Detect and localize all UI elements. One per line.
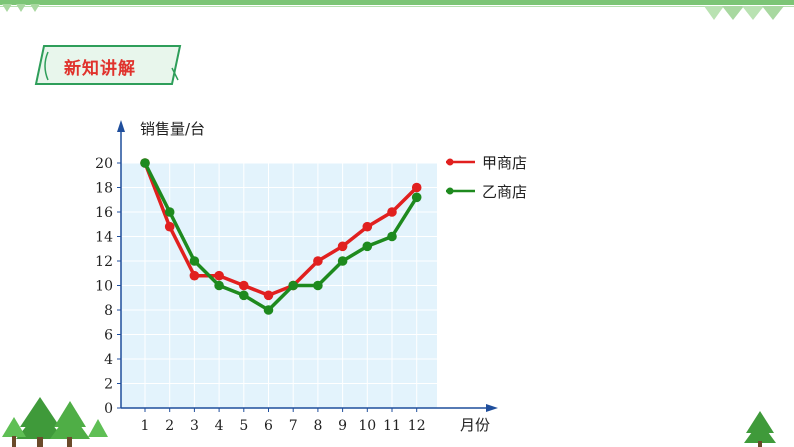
- y-axis-arrow: [117, 120, 125, 132]
- data-point: [140, 158, 150, 168]
- section-tag-label: 新知讲解: [64, 59, 136, 79]
- y-tick-label: 2: [104, 377, 113, 393]
- data-point: [362, 241, 373, 252]
- x-tick-label: 5: [239, 418, 248, 434]
- x-tick-label: 11: [383, 418, 401, 434]
- y-tick-label: 10: [95, 279, 113, 295]
- data-point: [263, 305, 274, 315]
- tree-right-decoration: [744, 411, 776, 447]
- top-banner-bar: [0, 0, 794, 5]
- y-tick-labels: 0 2 4 6 8 10 12 14 16 18 20: [95, 156, 121, 417]
- data-point: [411, 182, 422, 193]
- data-point: [263, 290, 274, 301]
- legend-swatch-dot: [446, 158, 454, 166]
- x-tick-labels: 1 2 3 4 5 6 7 8 9 10 11 12: [141, 408, 426, 434]
- axes: [117, 120, 498, 412]
- data-point: [189, 270, 200, 281]
- x-axis-label: 月份: [460, 416, 490, 434]
- legend-label: 乙商店: [482, 183, 527, 201]
- y-tick-label: 0: [104, 401, 113, 417]
- data-point: [337, 256, 348, 266]
- data-point: [387, 231, 397, 242]
- series-2: [140, 158, 422, 315]
- data-point: [337, 241, 348, 252]
- x-tick-label: 1: [141, 418, 150, 434]
- x-tick-label: 8: [313, 418, 322, 434]
- y-axis-label: 销售量/台: [140, 120, 205, 138]
- data-point: [239, 280, 249, 291]
- data-point: [288, 280, 299, 291]
- section-tag: 新知讲解: [34, 44, 182, 86]
- x-tick-label: 2: [165, 418, 174, 434]
- legend-swatch-dot: [446, 187, 454, 195]
- x-tick-label: 6: [264, 418, 273, 434]
- data-point: [313, 256, 323, 266]
- x-tick-label: 9: [338, 418, 347, 434]
- data-point: [362, 221, 373, 232]
- data-point: [164, 221, 175, 232]
- legend-label: 甲商店: [482, 154, 527, 172]
- data-point: [189, 256, 200, 266]
- x-tick-label: 7: [289, 418, 298, 434]
- y-tick-label: 18: [95, 181, 113, 197]
- x-tick-label: 4: [215, 418, 224, 434]
- y-tick-label: 12: [95, 254, 113, 270]
- series-layer: [140, 158, 422, 315]
- data-point: [214, 270, 224, 281]
- y-tick-label: 6: [104, 328, 113, 344]
- data-point: [164, 207, 175, 217]
- top-left-triangles-decoration: [2, 4, 40, 12]
- data-point: [411, 192, 422, 203]
- y-tick-label: 16: [95, 205, 113, 221]
- y-tick-label: 20: [95, 156, 113, 172]
- y-tick-label: 4: [104, 352, 113, 368]
- top-banner-line: [0, 6, 794, 7]
- y-tick-label: 8: [104, 303, 113, 319]
- data-point: [313, 280, 323, 291]
- section-tag-frame: [34, 45, 182, 85]
- x-tick-label: 12: [408, 418, 426, 434]
- data-point: [387, 207, 397, 217]
- x-tick-label: 3: [190, 418, 199, 434]
- trees-decoration: [2, 397, 108, 447]
- top-right-triangles-decoration: [704, 6, 784, 20]
- x-axis-arrow: [486, 404, 498, 412]
- x-tick-label: 10: [358, 418, 376, 434]
- y-tick-label: 14: [95, 230, 113, 246]
- data-point: [214, 280, 224, 291]
- data-point: [239, 290, 249, 301]
